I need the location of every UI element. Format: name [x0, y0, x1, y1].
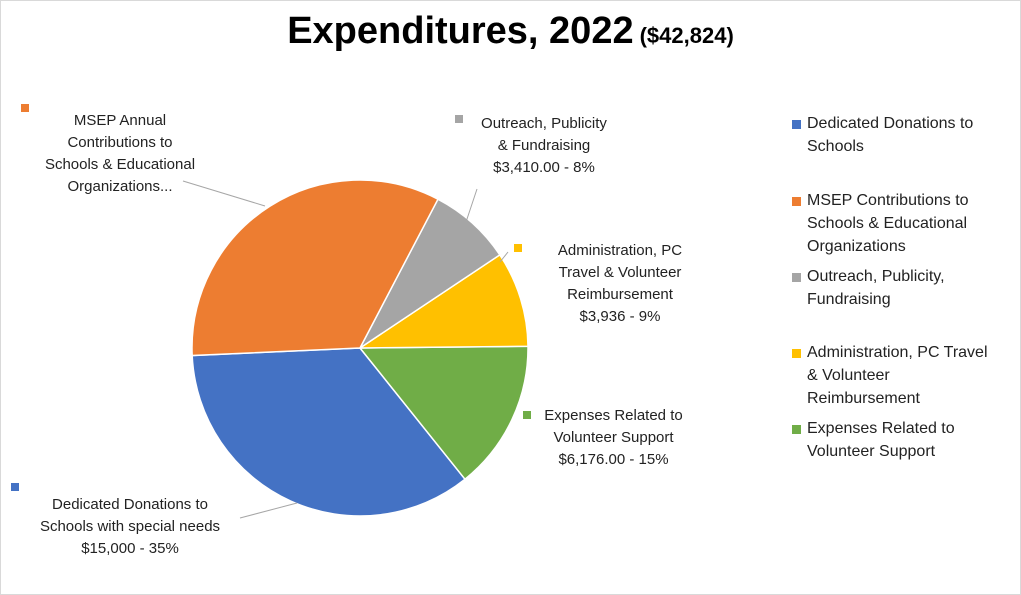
- pie-slice: [358, 345, 529, 481]
- data-label-marker-yellow: [514, 244, 522, 252]
- pie-slice: [191, 347, 467, 517]
- data-label-line: Schools & Educational: [44, 156, 196, 173]
- data-label-line: MSEP Annual: [73, 112, 167, 129]
- legend-label-line: Administration, PC Travel: [807, 344, 988, 361]
- legend-item-dedicated-donations: Dedicated Donations to Schools: [790, 112, 1017, 158]
- legend-swatch: [792, 120, 801, 129]
- data-label-orange: MSEP Annual Contributions to Schools & E…: [30, 110, 210, 198]
- data-label-marker-gray: [455, 115, 463, 123]
- legend-item-outreach: Outreach, Publicity, Fundraising: [790, 265, 1017, 311]
- legend-label-line: Organizations: [807, 238, 906, 255]
- data-label-line: Contributions to: [67, 134, 173, 151]
- data-label-yellow: Administration, PC Travel & Volunteer Re…: [540, 240, 700, 328]
- data-label-line: Travel & Volunteer: [558, 264, 682, 281]
- legend-swatch: [792, 197, 801, 206]
- legend-swatch: [792, 425, 801, 434]
- data-label-blue: Dedicated Donations to Schools with spec…: [30, 494, 230, 560]
- legend-label-line: Schools: [807, 138, 864, 155]
- legend-label-line: Reimbursement: [807, 390, 920, 407]
- leader-line: [239, 502, 298, 519]
- data-label-line: Schools with special needs: [39, 518, 221, 535]
- pie-slice: [191, 179, 439, 357]
- leader-lines: [182, 180, 509, 519]
- legend-label-line: Fundraising: [807, 291, 891, 308]
- data-label-marker-blue: [11, 483, 19, 491]
- data-label-line: Volunteer Support: [553, 429, 674, 446]
- legend-label-line: MSEP Contributions to: [807, 192, 969, 209]
- data-label-green: Expenses Related to Volunteer Support $6…: [531, 405, 696, 471]
- legend-swatch: [792, 273, 801, 282]
- data-label-line: & Fundraising: [497, 137, 591, 154]
- data-label-line: Dedicated Donations to: [52, 496, 208, 513]
- legend-item-msep-contributions: MSEP Contributions to Schools & Educatio…: [790, 189, 1017, 258]
- chart-title-main: Expenditures, 2022: [287, 10, 634, 52]
- legend-item-volunteer-support: Expenses Related to Volunteer Support: [790, 417, 1017, 463]
- legend-label-line: Schools & Educational: [807, 215, 968, 232]
- data-label-line: $15,000 - 35%: [81, 540, 179, 557]
- data-label-line: $3,410.00 - 8%: [493, 159, 595, 176]
- data-label-line: $3,936 - 9%: [579, 308, 661, 325]
- legend-label-line: Dedicated Donations to: [807, 115, 974, 132]
- pie-slices: [191, 179, 529, 517]
- data-label-line: Administration, PC: [557, 242, 683, 259]
- data-label-line: Reimbursement: [567, 286, 673, 303]
- data-label-marker-green: [523, 411, 531, 419]
- chart-title: Expenditures, 2022 ($42,824): [0, 10, 1021, 53]
- pie-slice: [357, 253, 529, 349]
- leader-line: [465, 188, 478, 223]
- legend-swatch: [792, 349, 801, 358]
- chart-title-total: ($42,824): [639, 23, 734, 48]
- data-label-line: Organizations...: [67, 178, 173, 195]
- data-label-line: $6,176.00 - 15%: [558, 451, 669, 468]
- data-label-gray: Outreach, Publicity & Fundraising $3,410…: [464, 113, 624, 179]
- leader-line: [499, 251, 509, 263]
- legend-label-line: Expenses Related to: [807, 420, 955, 437]
- legend-label-line: Volunteer Support: [807, 443, 936, 460]
- data-label-line: Outreach, Publicity: [481, 115, 607, 132]
- leader-line: [182, 180, 266, 207]
- data-label-marker-orange: [21, 104, 29, 112]
- data-label-line: Expenses Related to: [544, 407, 683, 424]
- legend-item-administration: Administration, PC Travel & Volunteer Re…: [790, 341, 1017, 410]
- legend-label-line: & Volunteer: [807, 367, 890, 384]
- legend-label-line: Outreach, Publicity,: [807, 268, 945, 285]
